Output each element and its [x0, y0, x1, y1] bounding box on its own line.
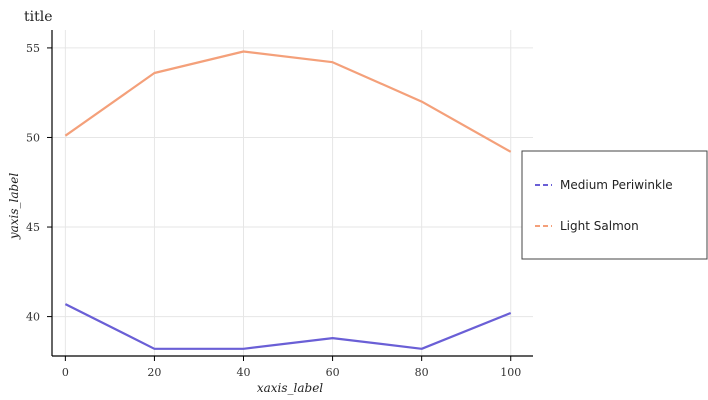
plot-area — [52, 30, 533, 356]
x-tick-label: 80 — [415, 366, 429, 379]
legend-label-medium-periwinkle: Medium Periwinkle — [560, 178, 673, 192]
chart-title: title — [24, 9, 53, 25]
y-tick-label: 40 — [26, 311, 40, 324]
x-tick-label: 60 — [326, 366, 340, 379]
x-tick-label: 40 — [237, 366, 251, 379]
series-line-medium-periwinkle — [64, 303, 512, 350]
x-tick-label: 0 — [62, 366, 69, 379]
y-tick-label: 50 — [26, 131, 40, 144]
series-layer — [64, 50, 512, 350]
series-line-light-salmon — [64, 50, 512, 153]
legend-label-light-salmon: Light Salmon — [560, 219, 639, 233]
axes: 0 20 40 60 80 100 40 45 50 55 — [26, 30, 533, 379]
y-tick-label: 55 — [26, 42, 40, 55]
y-tick-label: 45 — [26, 221, 40, 234]
legend: Medium Periwinkle Light Salmon — [521, 150, 708, 260]
grid — [52, 30, 533, 356]
legend-box — [521, 150, 708, 260]
x-axis-label: xaxis_label — [257, 381, 323, 395]
x-tick-label: 100 — [500, 366, 521, 379]
x-tick-label: 20 — [147, 366, 161, 379]
y-axis-label: yaxis_label — [7, 173, 21, 240]
